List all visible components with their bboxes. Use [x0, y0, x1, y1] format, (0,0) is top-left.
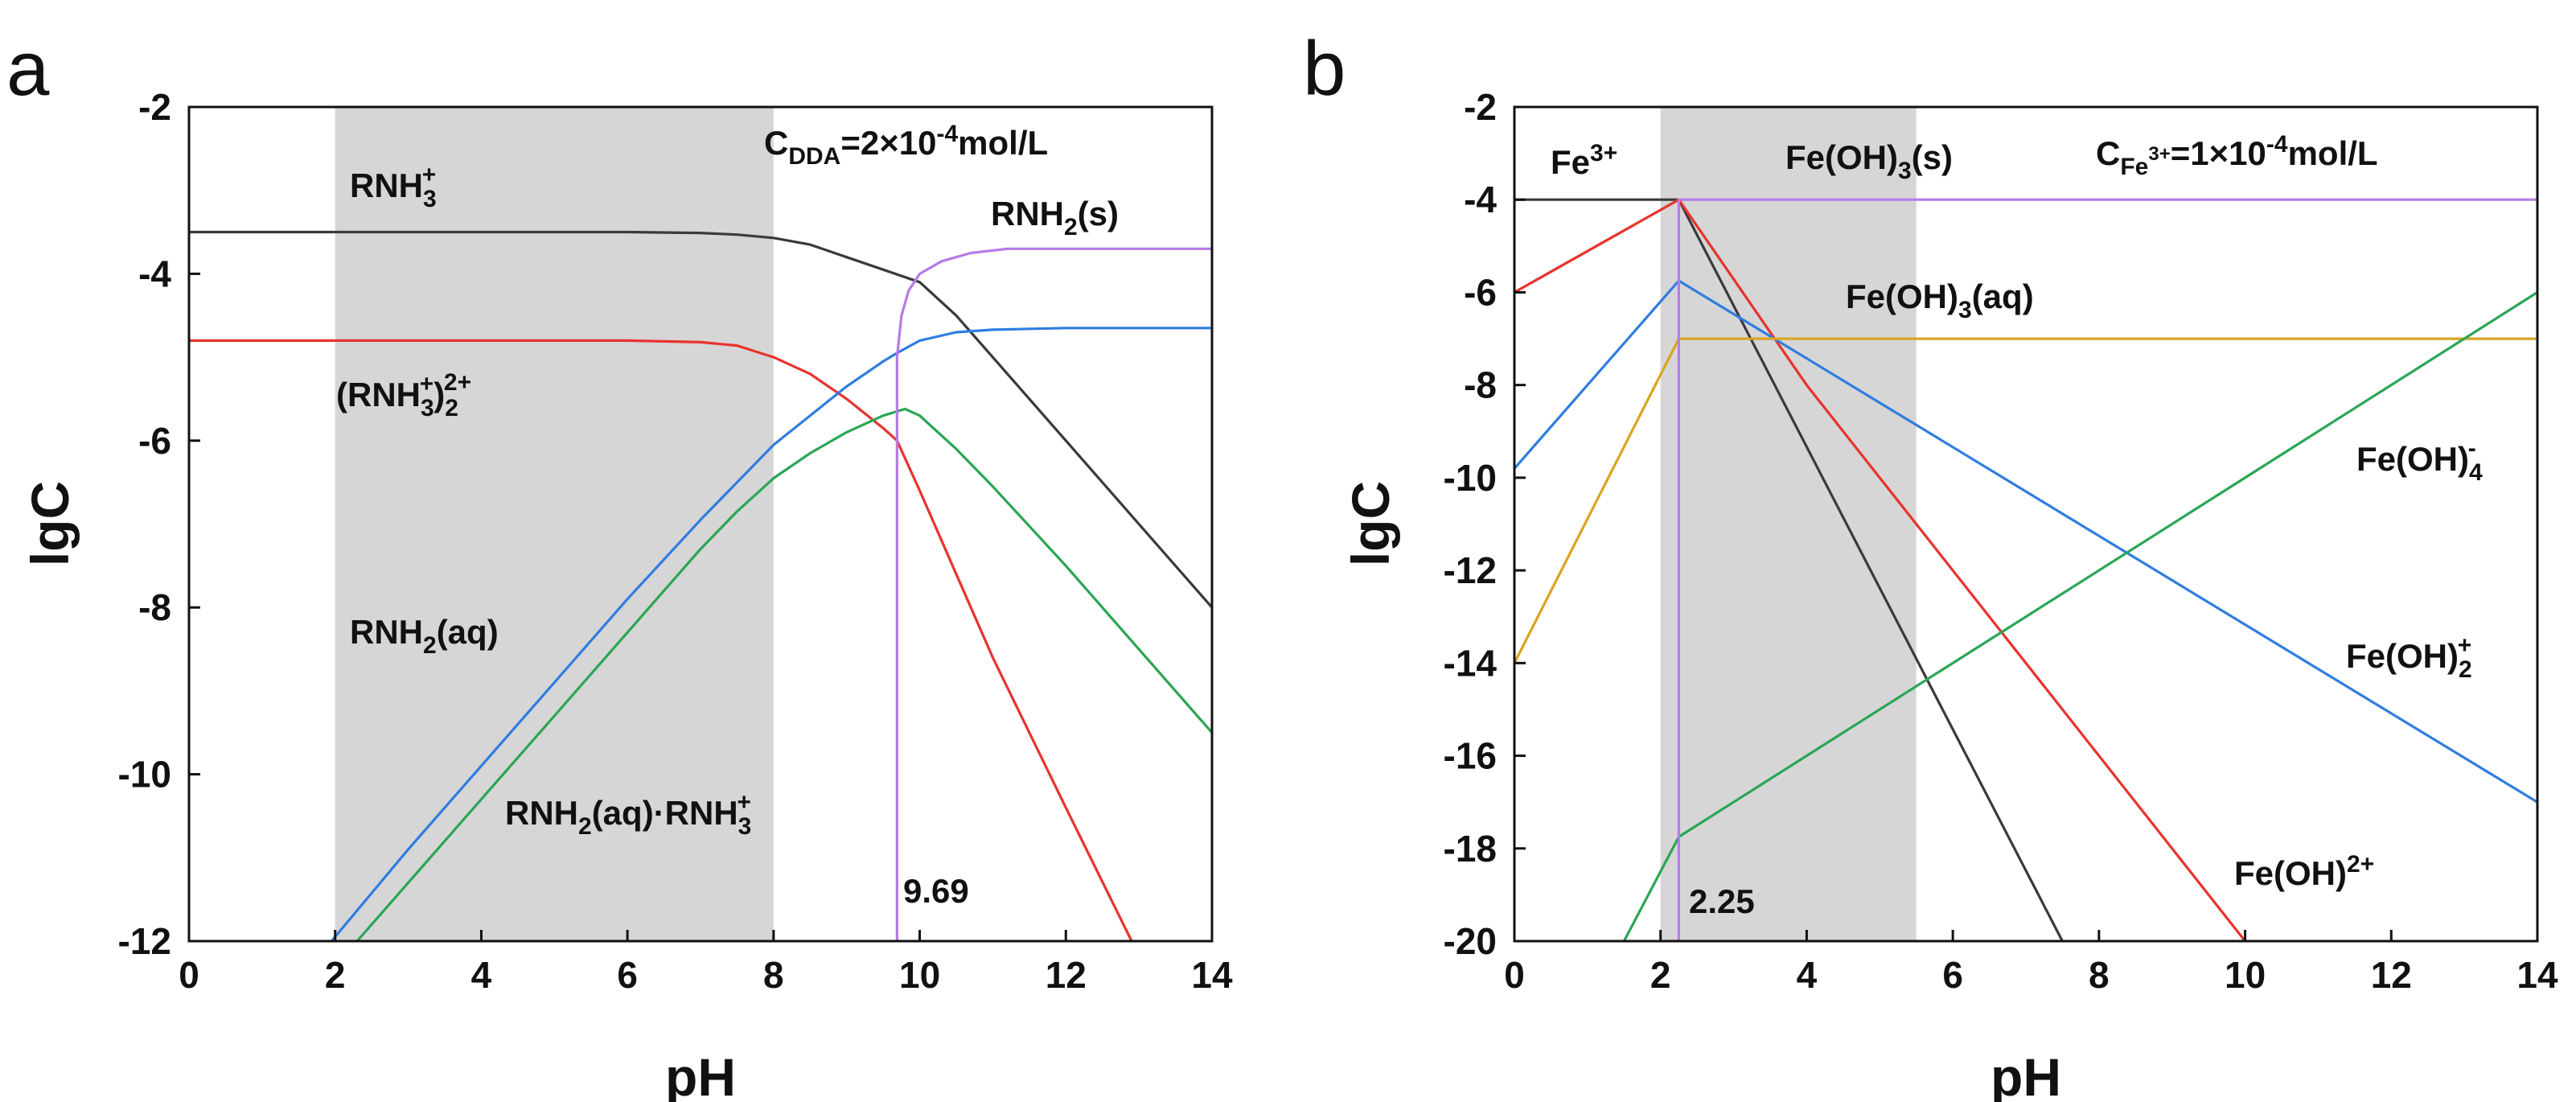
marker-label-b: 2.25 — [1689, 882, 1755, 920]
series-label-feoh: Fe(OH)2+ — [2234, 851, 2374, 892]
series-label-fe3: Fe3+ — [1551, 140, 1617, 181]
series-label-rnh3: RNH3+ — [350, 162, 437, 212]
series-group-b — [1513, 198, 2538, 942]
x-tick-label-b-2: 4 — [1797, 954, 1818, 996]
series-label-feoh4: Fe(OH)4- — [2356, 435, 2483, 486]
y-tick-label-b-0: -2 — [1464, 86, 1497, 128]
panel-b: 0 2 4 6 8 10 12 14 -2 -4 -6 -8 -10 -12 -14 -16 -18 -20 b… — [1303, 26, 2558, 1102]
y-tick-label-a-4: -10 — [118, 754, 171, 796]
x-tick-label-b-3: 6 — [1942, 954, 1963, 996]
y-tick-label-b-5: -12 — [1444, 549, 1497, 591]
plot-frame-b — [1513, 105, 2539, 943]
series-label-complex: RNH2(aq)·RNH3+ — [505, 789, 751, 840]
shaded-region-b — [1660, 107, 1917, 941]
y-ticks-a: -2 -4 -6 -8 -10 -12 — [118, 86, 200, 962]
y-tick-label-a-3: -8 — [138, 586, 171, 628]
series-group-a — [189, 230, 1214, 943]
series-label-feoh2: Fe(OH)2+ — [2346, 632, 2472, 683]
series-label-rnh3-dimer: (RNH3+)22+ — [336, 369, 471, 421]
x-tick-label-a-3: 6 — [617, 954, 638, 996]
series-line-a-1 — [189, 339, 1133, 942]
y-axis-label-a: lgC — [20, 481, 80, 566]
x-tick-label-a-4: 8 — [763, 954, 784, 996]
y-tick-label-a-5: -12 — [118, 920, 171, 962]
x-tick-label-a-6: 12 — [1046, 954, 1087, 996]
y-tick-label-b-8: -18 — [1444, 828, 1497, 870]
x-ticks-b: 0 2 4 6 8 10 12 14 — [1504, 930, 2558, 996]
x-tick-label-a-2: 4 — [471, 954, 492, 996]
shaded-region-a — [335, 107, 774, 941]
x-tick-label-b-4: 8 — [2089, 954, 2110, 996]
y-tick-label-b-7: -16 — [1444, 735, 1497, 777]
y-ticks-b: -2 -4 -6 -8 -10 -12 -14 -16 -18 -20 — [1444, 86, 1526, 962]
concentration-label-a: CDDA=2×10-4mol/L — [764, 121, 1048, 170]
panel-a: 0 2 4 6 8 10 12 14 -2 -4 -6 -8 -10 -12 a pH lgC CDDA… — [6, 26, 1233, 1102]
series-line-a-4 — [895, 247, 1212, 941]
series-label-feoh3-aq: Fe(OH)3(aq) — [1846, 278, 2034, 323]
x-ticks-a: 0 2 4 6 8 10 12 14 — [179, 930, 1233, 996]
series-line-b-1 — [1514, 198, 2246, 942]
x-tick-label-b-6: 12 — [2371, 954, 2412, 996]
x-axis-label-b: pH — [1991, 1047, 2061, 1102]
series-label-feoh3-solid: Fe(OH)3(s) — [1785, 138, 1953, 184]
y-tick-label-a-0: -2 — [138, 86, 171, 128]
y-tick-label-b-4: -10 — [1444, 457, 1497, 499]
series-line-b-5 — [1677, 198, 2537, 941]
x-tick-label-b-7: 14 — [2516, 954, 2558, 996]
y-tick-label-a-1: -4 — [138, 253, 171, 294]
y-tick-label-b-1: -4 — [1464, 179, 1497, 220]
y-tick-label-b-3: -8 — [1464, 364, 1497, 406]
marker-label-a: 9.69 — [903, 872, 969, 910]
series-label-rnh2-aq: RNH2(aq) — [350, 613, 499, 659]
x-tick-label-a-0: 0 — [179, 954, 199, 996]
x-tick-label-a-5: 10 — [899, 954, 940, 996]
series-line-a-0 — [189, 230, 1214, 609]
x-tick-label-b-0: 0 — [1504, 954, 1525, 996]
x-axis-label-a: pH — [665, 1047, 736, 1102]
plot-frame-a — [187, 105, 1214, 943]
concentration-label-b: CFe3+=1×10-4mol/L — [2096, 131, 2378, 180]
y-axis-label-b: lgC — [1341, 481, 1400, 566]
x-tick-label-b-1: 2 — [1650, 954, 1671, 996]
panel-label-a: a — [6, 26, 50, 112]
series-line-a-2 — [330, 327, 1212, 943]
y-tick-label-b-9: -20 — [1444, 920, 1497, 962]
panel-label-b: b — [1303, 26, 1346, 112]
x-tick-label-a-1: 2 — [325, 954, 346, 996]
series-label-rnh2-solid: RNH2(s) — [991, 195, 1119, 241]
x-tick-label-a-7: 14 — [1191, 954, 1233, 996]
y-tick-label-b-2: -6 — [1464, 271, 1497, 313]
y-tick-label-b-6: -14 — [1444, 642, 1498, 684]
x-tick-label-b-5: 10 — [2225, 954, 2266, 996]
y-tick-label-a-2: -6 — [138, 420, 171, 462]
series-line-a-3 — [355, 407, 1214, 943]
